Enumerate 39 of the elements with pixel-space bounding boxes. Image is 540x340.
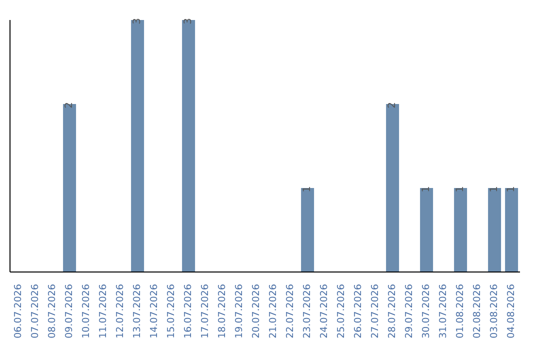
x-tick-label: 18.07.2026	[217, 284, 228, 338]
x-tick-label: 03.08.2026	[489, 284, 500, 338]
x-tick-label: 27.07.2026	[370, 284, 381, 338]
x-tick-label: 09.07.2026	[64, 284, 75, 338]
data-label: 1	[506, 186, 518, 192]
x-tick-label: 28.07.2026	[387, 284, 398, 338]
x-tick-label: 02.08.2026	[472, 284, 483, 338]
x-tick-label: 22.07.2026	[285, 284, 296, 338]
data-label: 3	[183, 18, 194, 24]
x-tick-label: 24.07.2026	[319, 284, 330, 338]
x-tick-label: 08.07.2026	[47, 284, 58, 338]
x-tick-label: 25.07.2026	[336, 284, 347, 338]
x-tick-label: 30.07.2026	[421, 284, 432, 338]
x-tick-label: 01.08.2026	[455, 284, 466, 338]
x-tick-label: 19.07.2026	[234, 284, 245, 338]
x-tick-label: 04.08.2026	[506, 284, 517, 338]
data-label: 1	[489, 186, 500, 192]
x-tick-label: 20.07.2026	[251, 284, 262, 338]
x-tick-label: 23.07.2026	[302, 284, 313, 338]
x-tick-label: 17.07.2026	[200, 284, 211, 338]
x-tick-label: 06.07.2026	[13, 284, 24, 338]
x-tick-label: 15.07.2026	[166, 284, 177, 338]
x-tick-label: 31.07.2026	[438, 284, 449, 338]
x-tick-label: 12.07.2026	[115, 284, 126, 338]
x-tick-label: 26.07.2026	[353, 284, 364, 338]
data-label: 1	[302, 186, 314, 192]
x-tick-label: 21.07.2026	[268, 284, 279, 338]
x-tick-label: 10.07.2026	[81, 284, 92, 338]
x-tick-label: 07.07.2026	[30, 284, 41, 338]
data-label: 2	[387, 102, 398, 108]
data-label: 1	[455, 186, 466, 192]
x-tick-label: 13.07.2026	[132, 284, 143, 338]
x-tick-label: 14.07.2026	[149, 284, 160, 338]
x-tick-label: 16.07.2026	[183, 284, 194, 338]
x-tick-label: 11.07.2026	[98, 284, 109, 338]
data-label: 1	[421, 186, 432, 192]
x-tick-label: 29.07.2026	[404, 284, 415, 338]
data-label: 2	[64, 102, 76, 108]
data-label: 3	[132, 18, 144, 24]
